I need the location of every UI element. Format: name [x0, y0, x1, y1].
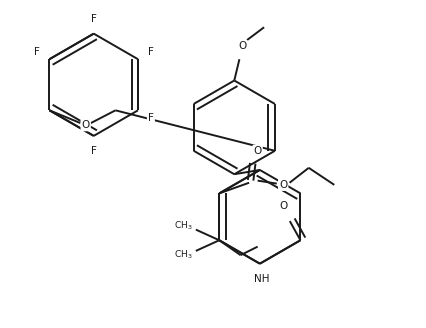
- Text: F: F: [91, 146, 97, 156]
- Text: F: F: [148, 113, 154, 123]
- Text: F: F: [34, 47, 40, 57]
- Text: F: F: [148, 47, 154, 57]
- Text: O: O: [279, 180, 287, 190]
- Text: O: O: [239, 41, 247, 51]
- Text: NH: NH: [254, 274, 270, 284]
- Text: F: F: [91, 14, 97, 24]
- Text: O: O: [81, 120, 90, 130]
- Text: O: O: [253, 146, 262, 156]
- Text: CH$_3$: CH$_3$: [174, 219, 193, 232]
- Text: O: O: [279, 201, 288, 211]
- Text: CH$_3$: CH$_3$: [174, 249, 193, 261]
